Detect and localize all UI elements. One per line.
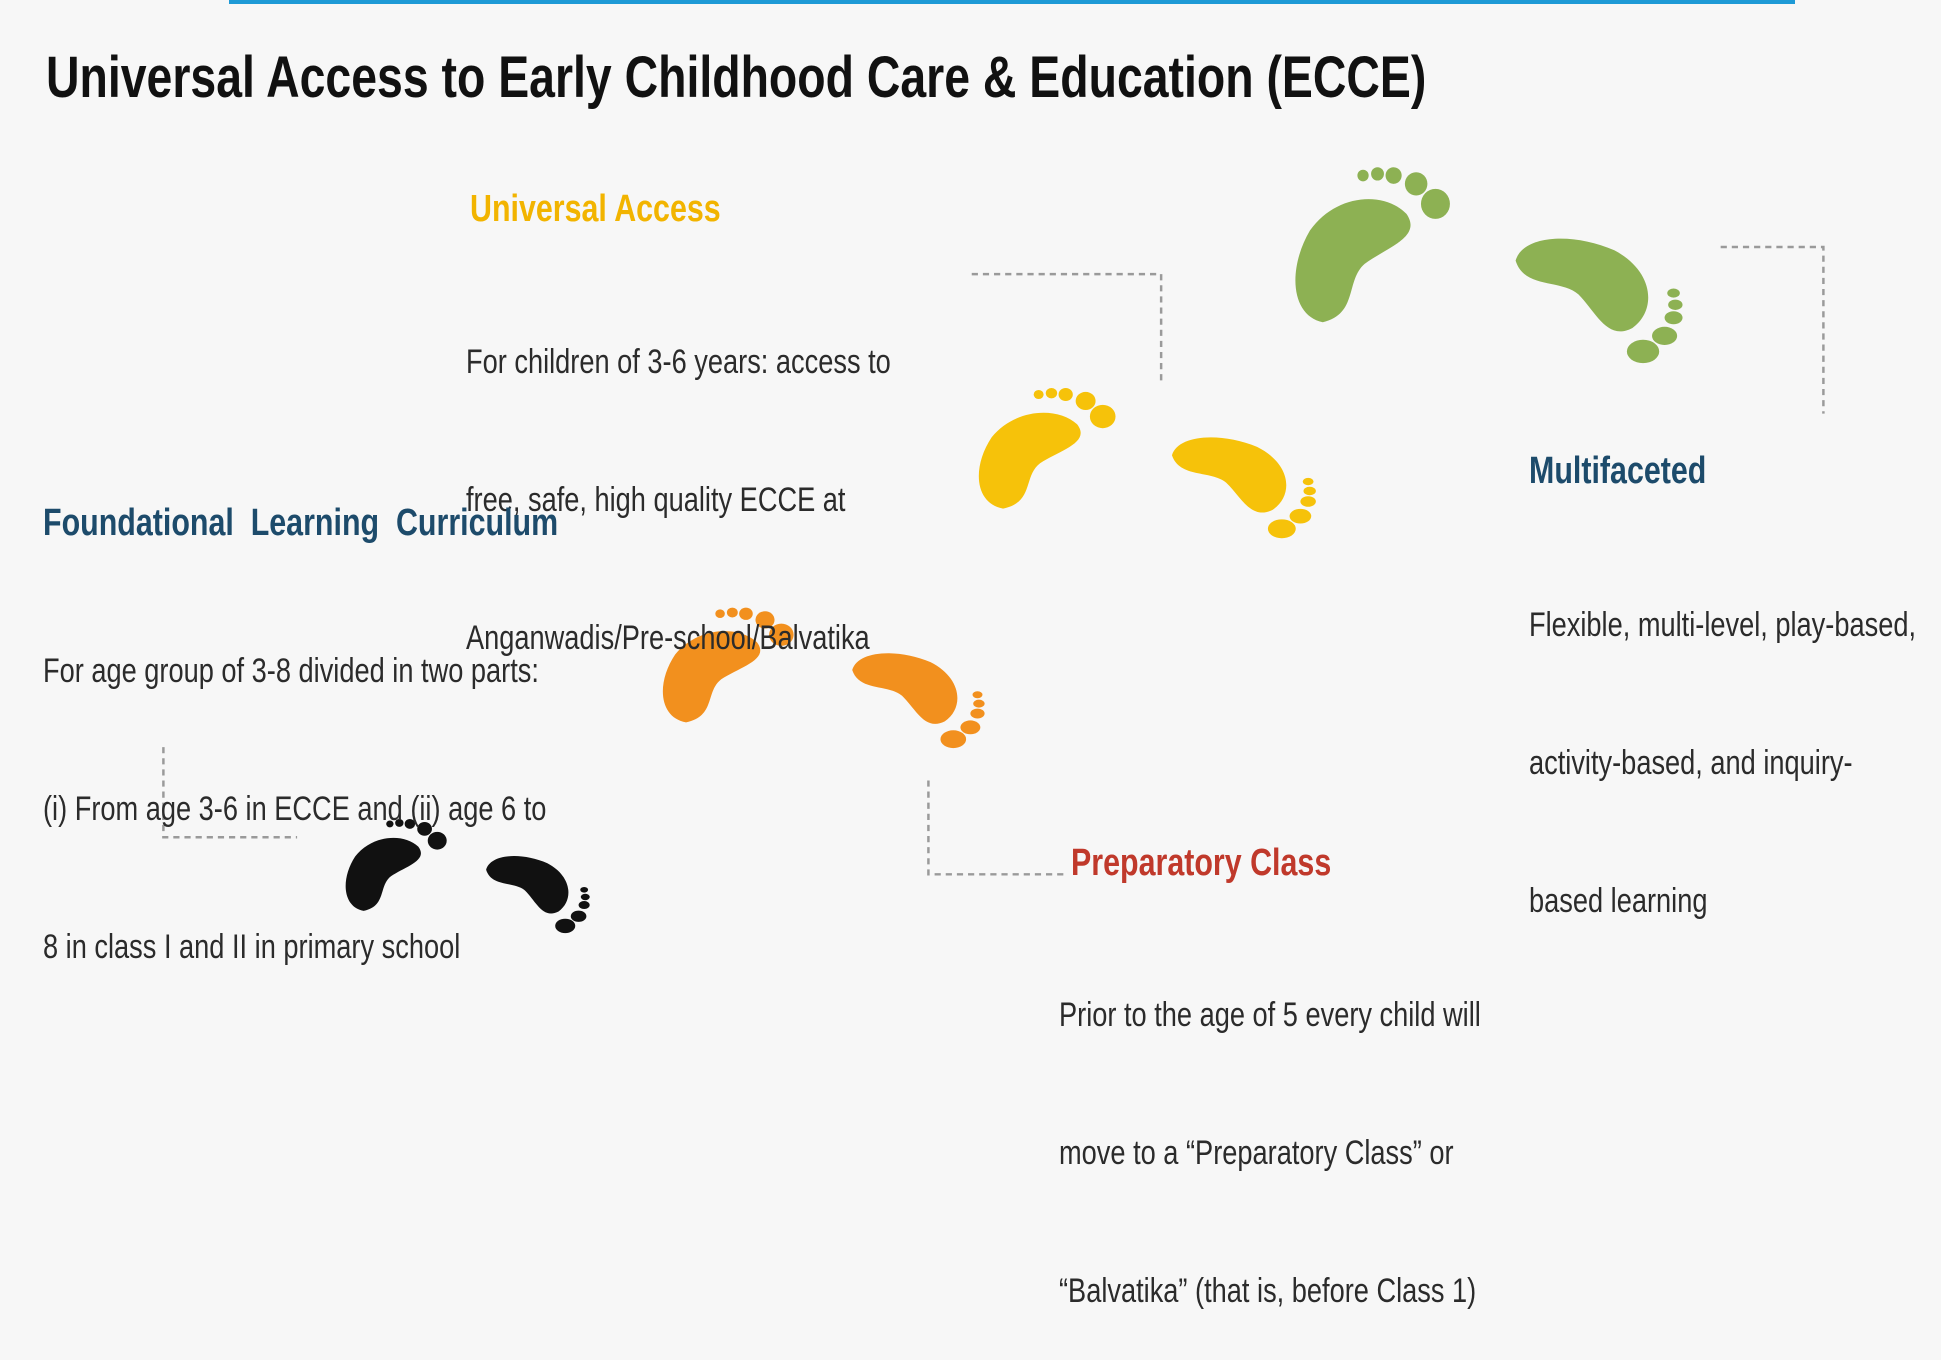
body-line: Prior to the age of 5 every child will [1059,992,1481,1038]
section-body: Flexible, multi-level, play-based, activ… [1529,510,1916,970]
body-line: 8 in class I and II in primary school [43,924,546,970]
page: Universal Access to Early Childhood Care… [0,0,1941,1062]
body-line: “Balvatika” (that is, before Class 1) [1059,1268,1481,1314]
body-line: activity-based, and inquiry- [1529,740,1916,786]
title: Universal Access to Early Childhood Care… [46,44,1426,111]
section-heading: Foundational Learning Curriculum [43,502,558,545]
section-heading: Universal Access [470,188,721,231]
section-body: For age group of 3-8 divided in two part… [43,556,546,1016]
footprints-yellow [979,388,1316,538]
body-line: For children of 3-6 years: access to [466,339,891,385]
body-line: (i) From age 3-6 in ECCE and (ii) age 6 … [43,786,546,832]
body-line: Flexible, multi-level, play-based, [1529,602,1916,648]
section-heading: Multifaceted [1529,450,1706,493]
footprints-green [1295,167,1682,363]
body-line: based learning [1529,878,1916,924]
section-heading: Preparatory Class [1071,842,1331,885]
body-line: For age group of 3-8 divided in two part… [43,648,546,694]
section-body: Prior to the age of 5 every child will m… [1059,900,1481,1360]
body-line: move to a “Preparatory Class” or [1059,1130,1481,1176]
